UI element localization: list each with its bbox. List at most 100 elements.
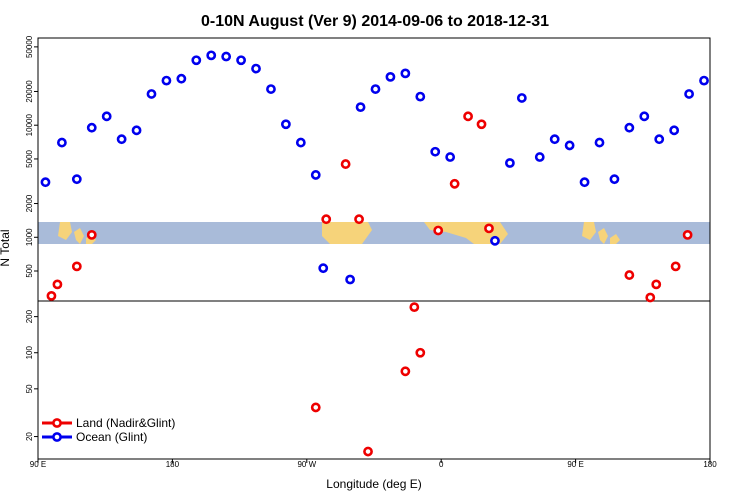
- y-ticks-upper: 50000 20000 10000 5000 2000 1000 500: [25, 35, 38, 278]
- map-strip: [38, 222, 710, 244]
- y-tick-label-5000: 5000: [25, 149, 34, 167]
- data-point-ocean: [266, 84, 276, 94]
- land-patch-south-america: [322, 222, 372, 244]
- y-tick-label-50: 50: [25, 384, 34, 393]
- land-patch-borneo: [58, 222, 72, 240]
- land-patch-newguinea-repeat: [610, 234, 620, 244]
- data-point-land: [400, 366, 411, 377]
- data-point-ocean: [131, 125, 142, 136]
- data-point-land: [310, 402, 321, 413]
- y-tick-label-10000: 10000: [25, 114, 34, 137]
- x-tick-label-0: 0: [439, 460, 444, 469]
- data-point-ocean: [355, 102, 366, 113]
- data-point-land: [321, 214, 332, 225]
- y-tick-label-200: 200: [25, 309, 34, 323]
- data-point-land: [415, 347, 426, 358]
- y-tick-label-2000: 2000: [25, 194, 34, 212]
- data-point-ocean: [318, 263, 329, 274]
- land-patch-sulawesi: [74, 228, 84, 244]
- y-tick-label-50000: 50000: [25, 35, 34, 58]
- land-patch-sulawesi-repeat: [598, 228, 608, 244]
- data-point-ocean: [370, 84, 381, 94]
- data-point-ocean: [385, 71, 396, 82]
- data-point-ocean: [490, 235, 500, 246]
- y-tick-label-20: 20: [25, 432, 34, 441]
- x-tick-label-90-w: 90 W: [297, 460, 316, 469]
- data-point-land: [484, 223, 494, 234]
- x-tick-label-90-e: 90 E: [567, 460, 583, 469]
- x-tick-label-90-e: 90 E: [30, 460, 46, 469]
- data-point-land: [651, 279, 662, 290]
- data-point-ocean: [669, 125, 680, 136]
- chart-title: 0-10N August (Ver 9) 2014-09-06 to 2018-…: [201, 13, 549, 30]
- data-point-ocean: [564, 140, 575, 151]
- y-tick-label-1000: 1000: [25, 228, 34, 246]
- data-point-land: [476, 119, 487, 130]
- legend: Land (Nadir&Glint) Ocean (Glint): [42, 416, 175, 444]
- data-point-ocean: [251, 63, 261, 74]
- data-point-land: [645, 292, 656, 303]
- data-point-ocean: [445, 152, 456, 162]
- y-tick-label-100: 100: [25, 346, 34, 360]
- data-point-ocean: [684, 89, 694, 99]
- data-point-land: [52, 279, 63, 290]
- data-point-land: [433, 225, 444, 236]
- data-point-ocean: [345, 274, 356, 285]
- data-point-land: [682, 229, 693, 240]
- data-point-ocean: [609, 174, 620, 185]
- data-point-ocean: [191, 55, 202, 66]
- data-point-ocean: [176, 73, 187, 84]
- x-tick-label-180: 180: [166, 460, 180, 469]
- data-point-ocean: [624, 122, 635, 133]
- y-ticks-lower: 200 100 50 20: [25, 309, 38, 441]
- data-points: [40, 50, 709, 457]
- data-point-land: [71, 261, 82, 272]
- data-point-land: [46, 290, 57, 301]
- data-point-ocean: [206, 50, 217, 61]
- data-point-ocean: [221, 51, 232, 62]
- data-point-ocean: [639, 111, 650, 122]
- data-point-ocean: [430, 146, 441, 157]
- legend-label-land: Land (Nadir&Glint): [76, 416, 175, 430]
- data-point-ocean: [699, 75, 709, 86]
- data-point-ocean: [116, 134, 127, 145]
- data-point-land: [463, 111, 473, 122]
- data-point-ocean: [101, 111, 112, 122]
- data-point-land: [86, 229, 97, 240]
- data-point-land: [354, 214, 364, 225]
- land-patch-borneo-repeat: [582, 222, 596, 240]
- plot-frame: [37, 37, 711, 460]
- data-point-ocean: [71, 174, 82, 185]
- data-point-ocean: [236, 55, 246, 66]
- data-point-ocean: [295, 137, 306, 148]
- data-point-ocean: [86, 122, 97, 133]
- data-point-ocean: [534, 152, 545, 162]
- x-tick-label-180: 180: [703, 460, 717, 469]
- legend-item-land: Land (Nadir&Glint): [42, 416, 175, 430]
- legend-label-ocean: Ocean (Glint): [76, 430, 147, 444]
- data-point-ocean: [400, 68, 411, 79]
- data-point-ocean: [504, 158, 515, 168]
- y-tick-label-500: 500: [25, 264, 34, 278]
- data-point-ocean: [549, 134, 560, 145]
- y-tick-label-20000: 20000: [25, 80, 34, 103]
- data-point-land: [624, 270, 635, 280]
- data-point-land: [340, 159, 351, 169]
- sea-band: [38, 222, 710, 244]
- legend-marker-land: [52, 418, 62, 428]
- x-ticks: 90 E 180 90 W 0 90 E 180: [30, 459, 717, 469]
- data-point-ocean: [579, 177, 590, 188]
- data-point-ocean: [56, 137, 67, 148]
- legend-marker-ocean: [52, 432, 62, 442]
- data-point-ocean: [310, 170, 321, 180]
- data-point-ocean: [161, 75, 172, 86]
- y-axis-label: N Total: [0, 229, 12, 266]
- data-point-ocean: [654, 134, 665, 145]
- data-point-land: [449, 178, 460, 189]
- legend-item-ocean: Ocean (Glint): [42, 430, 147, 444]
- data-point-land: [409, 302, 420, 313]
- data-point-ocean: [516, 93, 527, 103]
- data-point-land: [670, 261, 681, 272]
